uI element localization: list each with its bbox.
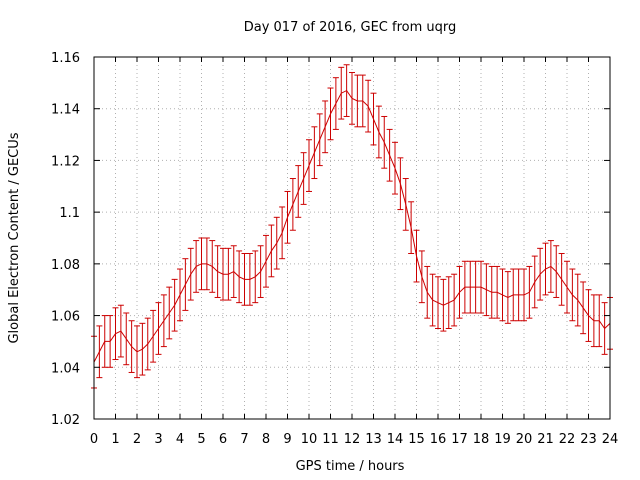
- x-tick-label: 23: [580, 432, 597, 447]
- x-tick-label: 7: [240, 432, 248, 447]
- y-tick-label: 1.14: [51, 103, 80, 118]
- y-tick-label: 1.08: [51, 258, 80, 273]
- x-tick-label: 8: [262, 432, 270, 447]
- x-tick-label: 9: [283, 432, 291, 447]
- y-tick-label: 1.16: [51, 51, 80, 66]
- y-tick-label: 1.04: [51, 361, 80, 376]
- x-tick-label: 1: [111, 432, 119, 447]
- gec-series-line: [93, 89, 611, 363]
- y-axis-label: Global Electron Content / GECUs: [7, 132, 22, 343]
- x-axis-label: GPS time / hours: [296, 459, 405, 474]
- y-tick-label: 1.12: [51, 154, 80, 169]
- x-tick-label: 4: [176, 432, 184, 447]
- x-tick-label: 20: [516, 432, 533, 447]
- x-tick-label: 19: [494, 432, 511, 447]
- x-tick-label: 16: [430, 432, 447, 447]
- y-tick-label: 1.06: [51, 310, 80, 325]
- x-tick-label: 10: [301, 432, 318, 447]
- y-tick-label: 1.02: [51, 413, 80, 428]
- x-tick-label: 18: [473, 432, 490, 447]
- x-tick-label: 21: [537, 432, 554, 447]
- x-tick-label: 13: [365, 432, 382, 447]
- chart-title: Day 017 of 2016, GEC from uqrg: [244, 20, 457, 35]
- x-tick-label: 6: [219, 432, 227, 447]
- axis-ticks: 0 1 2 3 4 5 6 7 8 9 10 11 12 13 14 15 16 17 18 19 20 21 22 23 24…: [51, 51, 618, 447]
- x-tick-label: 11: [322, 432, 339, 447]
- x-tick-label: 3: [154, 432, 162, 447]
- y-tick-label: 1.1: [59, 206, 80, 221]
- x-tick-label: 12: [344, 432, 361, 447]
- x-tick-label: 0: [90, 432, 98, 447]
- x-tick-label: 24: [602, 432, 619, 447]
- x-tick-label: 17: [451, 432, 468, 447]
- x-tick-label: 22: [559, 432, 576, 447]
- x-tick-label: 15: [408, 432, 425, 447]
- x-tick-label: 14: [387, 432, 404, 447]
- x-tick-label: 5: [197, 432, 205, 447]
- x-tick-label: 2: [133, 432, 141, 447]
